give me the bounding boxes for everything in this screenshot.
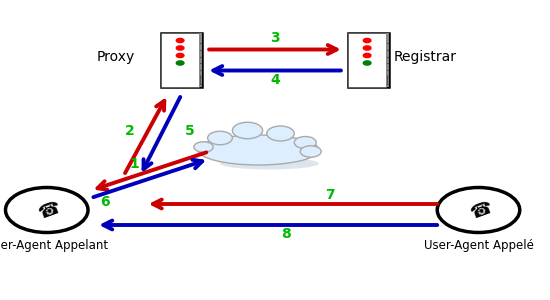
Circle shape [176, 46, 184, 50]
FancyArrowPatch shape [213, 66, 341, 75]
FancyArrowPatch shape [103, 220, 437, 230]
Text: User-Agent Appelé: User-Agent Appelé [424, 238, 534, 251]
Ellipse shape [207, 131, 232, 145]
FancyBboxPatch shape [161, 33, 200, 87]
Ellipse shape [267, 126, 294, 141]
Circle shape [437, 188, 520, 232]
FancyArrowPatch shape [125, 101, 164, 173]
FancyBboxPatch shape [348, 33, 387, 87]
Text: Registrar: Registrar [393, 50, 456, 64]
FancyArrowPatch shape [144, 97, 180, 169]
Ellipse shape [300, 146, 321, 157]
Text: ☎: ☎ [36, 198, 63, 222]
Ellipse shape [220, 158, 319, 169]
Text: 6: 6 [100, 196, 109, 209]
Text: 4: 4 [270, 73, 280, 86]
Circle shape [364, 38, 371, 43]
Ellipse shape [232, 122, 263, 139]
Ellipse shape [294, 136, 316, 148]
FancyBboxPatch shape [200, 33, 202, 87]
Text: User-Agent Appelant: User-Agent Appelant [0, 238, 108, 251]
FancyBboxPatch shape [348, 33, 389, 87]
Circle shape [176, 38, 184, 43]
Text: 8: 8 [281, 227, 291, 241]
Circle shape [176, 53, 184, 58]
Text: Proxy: Proxy [96, 50, 135, 64]
Text: 1: 1 [130, 157, 140, 170]
FancyBboxPatch shape [387, 33, 389, 87]
Circle shape [364, 53, 371, 58]
Text: 7: 7 [325, 188, 335, 202]
Text: ☎: ☎ [468, 198, 495, 222]
Ellipse shape [194, 142, 213, 152]
FancyBboxPatch shape [161, 33, 202, 87]
Circle shape [6, 188, 88, 232]
FancyArrowPatch shape [153, 200, 437, 208]
Text: 5: 5 [185, 124, 195, 137]
Text: 3: 3 [270, 31, 280, 44]
FancyArrowPatch shape [94, 160, 202, 197]
Circle shape [176, 61, 184, 65]
Circle shape [364, 61, 371, 65]
FancyArrowPatch shape [97, 152, 206, 190]
Circle shape [364, 46, 371, 50]
Ellipse shape [198, 135, 319, 165]
Text: 2: 2 [124, 124, 134, 137]
FancyArrowPatch shape [209, 45, 337, 54]
